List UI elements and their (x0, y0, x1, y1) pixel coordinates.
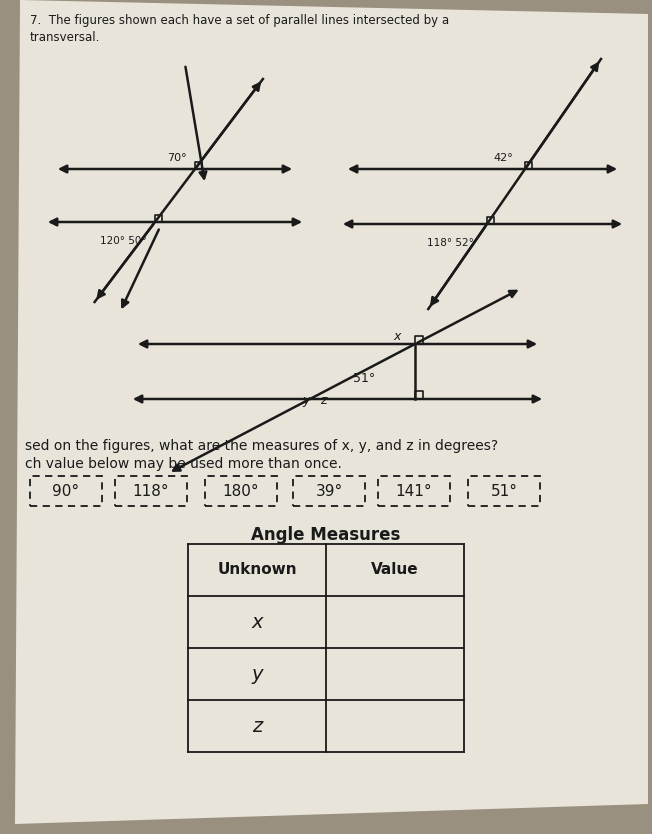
Text: 42°: 42° (493, 153, 512, 163)
Text: 51°: 51° (353, 372, 376, 385)
Text: 180°: 180° (223, 484, 259, 499)
Text: 39°: 39° (316, 484, 342, 499)
Text: 70°: 70° (167, 153, 186, 163)
Text: Unknown: Unknown (217, 562, 297, 577)
Text: Angle Measures: Angle Measures (251, 526, 401, 544)
Text: x: x (393, 330, 400, 343)
Polygon shape (15, 0, 648, 824)
Text: 7.  The figures shown each have a set of parallel lines intersected by a: 7. The figures shown each have a set of … (30, 14, 449, 27)
Text: 118° 52°: 118° 52° (427, 238, 474, 248)
Text: 141°: 141° (396, 484, 432, 499)
Text: 51°: 51° (490, 484, 518, 499)
Text: z: z (252, 716, 262, 736)
Text: y: y (302, 394, 310, 407)
Text: 120° 50°: 120° 50° (100, 236, 147, 246)
Text: z: z (320, 394, 327, 407)
Text: Value: Value (371, 562, 419, 577)
Text: ch value below may be used more than once.: ch value below may be used more than onc… (25, 457, 342, 471)
Text: x: x (251, 612, 263, 631)
Text: y: y (251, 665, 263, 684)
Text: 90°: 90° (52, 484, 80, 499)
Text: sed on the figures, what are the measures of x, y, and z in degrees?: sed on the figures, what are the measure… (25, 439, 498, 453)
Text: 118°: 118° (133, 484, 170, 499)
Text: transversal.: transversal. (30, 31, 100, 44)
